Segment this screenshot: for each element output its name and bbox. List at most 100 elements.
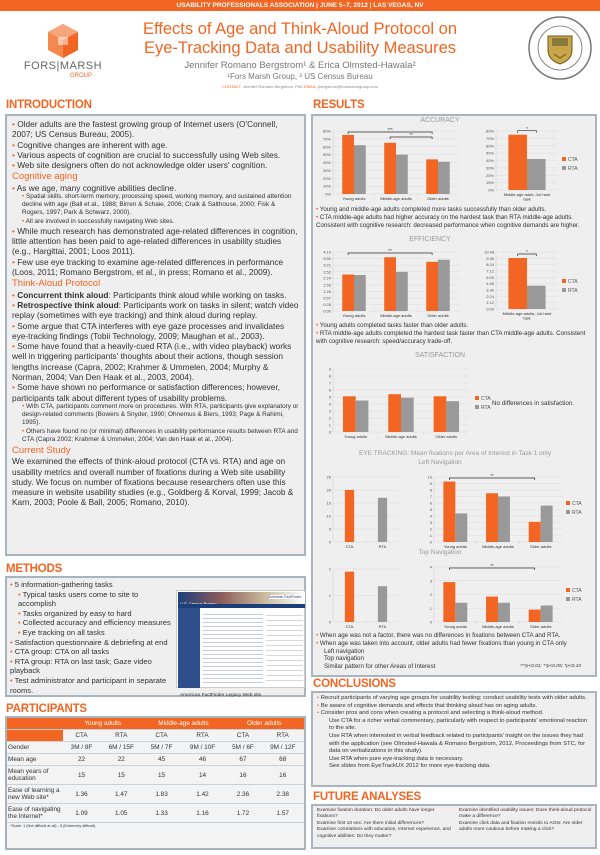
- cognitive-aging-heading: Cognitive aging: [12, 171, 78, 183]
- x-category-label: RTA: [379, 544, 387, 549]
- legend-item: CTA: [566, 587, 582, 596]
- conclusion-sub-item: Use CTA for a richer verbal commentary, …: [329, 717, 588, 732]
- site-right-column: [266, 611, 303, 685]
- legend-label: RTA: [568, 288, 578, 294]
- y-tick-label: 5: [329, 527, 332, 532]
- y-tick-label: 3: [430, 520, 433, 525]
- email[interactable]: jbergstrom@forsmarshgroup.com: [318, 84, 378, 89]
- y-tick-label: 2:52: [323, 269, 332, 274]
- row-label: Ease of learning a new Web site*: [7, 784, 63, 804]
- significance-bracket: [389, 136, 433, 139]
- result-note: When age was taken into account, older a…: [316, 640, 594, 648]
- census-seal: [528, 16, 593, 81]
- bar-cta: [528, 521, 541, 542]
- y-tick-label: 10%: [486, 180, 494, 185]
- y-tick-label: 15: [327, 501, 332, 506]
- y-tick-label: 8: [329, 374, 332, 379]
- eye-tracking-notes: When age was not a factor, there was no …: [316, 632, 594, 671]
- future-left-column: Examine fixation duration: Do older adul…: [317, 808, 453, 840]
- significance-bracket: [517, 130, 537, 133]
- y-tick-label: 3:21: [323, 263, 332, 268]
- conclusion-sub-item: See slides from EyeTrackUX 2012 for more…: [329, 763, 491, 770]
- y-tick-label: 40%: [323, 160, 331, 165]
- bar-cta: [388, 394, 401, 432]
- x-category-label: RTA: [379, 624, 387, 629]
- result-sub-note: Left navigation: [324, 647, 365, 655]
- y-tick-label: 7: [329, 381, 332, 386]
- accuracy-title: ACCURACY: [420, 117, 460, 124]
- contact-label: CONTACT:: [222, 84, 242, 89]
- table-cell: 1.33: [142, 803, 181, 823]
- y-tick-label: 7: [430, 494, 433, 499]
- method-item: Satisfaction questionnaire & debriefing …: [10, 638, 178, 648]
- bar-rta: [498, 496, 510, 542]
- results-heading: RESULTS: [313, 99, 365, 111]
- y-tick-label: 2:24: [323, 276, 332, 281]
- row-label: Gender: [7, 741, 63, 754]
- result-sub-note: Top navigation: [324, 655, 364, 663]
- table-cell: 1.57: [261, 803, 304, 823]
- bar-rta: [527, 285, 546, 309]
- efficiency-title: EFFICIENCY: [409, 236, 451, 243]
- bar-rta: [354, 275, 366, 311]
- table-cell: 1.36: [63, 784, 100, 804]
- title-line-1: Effects of Age and Think-Aloud Protocol …: [142, 20, 457, 38]
- y-tick-label: 0%: [325, 192, 331, 197]
- y-tick-label: 60%: [486, 143, 494, 148]
- result-sub-note: Similar pattern for other Areas of Inter…: [324, 663, 436, 671]
- y-tick-label: 5: [329, 395, 332, 400]
- table-cell: 1.47: [99, 784, 143, 804]
- table-cell: 16: [261, 765, 304, 785]
- bar-rta: [540, 605, 553, 622]
- significance-label: ***: [387, 127, 393, 132]
- bar-rta: [377, 586, 388, 622]
- legend-swatch: [566, 501, 570, 505]
- site-title: U.S. Census Bureau: [178, 601, 216, 606]
- participants-table: Young adults Middle-age adults Older adult…: [7, 718, 304, 823]
- intro-bullet: Some have shown no performance or satisf…: [12, 382, 299, 403]
- participants-box: Young adults Middle-age adults Older adult…: [5, 716, 306, 850]
- bar-cta: [528, 609, 541, 622]
- y-tick-label: 3: [329, 409, 332, 414]
- conference-banner: USABILITY PROFESSIONALS ASSOCIATION | JU…: [0, 0, 600, 11]
- corner-cell: [7, 718, 63, 730]
- future-item: Examine correlations with education, Int…: [317, 827, 451, 839]
- y-tick-label: 8: [430, 488, 433, 493]
- legend-item: RTA: [562, 287, 578, 296]
- x-category-label: Older adults: [530, 624, 552, 629]
- bar-cta: [342, 134, 354, 194]
- x-category-label: Young adults: [444, 624, 467, 629]
- method-item: RTA group: RTA on last task; Gaze video …: [10, 657, 178, 676]
- table-cell: 22: [63, 753, 100, 766]
- bar-cta: [342, 274, 354, 311]
- bar-rta: [455, 602, 468, 622]
- conclusions-heading: CONCLUSIONS: [313, 678, 396, 690]
- bar-rta: [455, 513, 468, 542]
- legend-label: CTA: [568, 157, 578, 163]
- intro-bullet: Few use eye tracking to examine age-rela…: [12, 257, 299, 278]
- y-tick-label: 10: [327, 514, 332, 519]
- significance-bracket: [449, 567, 536, 570]
- significance-note: ***p<0.01; **p<0.05; *p<0.10: [520, 664, 581, 669]
- seal-icon: [528, 16, 592, 80]
- future-item: Examine identified usability issues: Doe…: [459, 808, 592, 820]
- y-tick-label: 4: [430, 514, 433, 519]
- y-tick-label: 0:28: [323, 302, 332, 307]
- y-tick-label: 4:19: [323, 250, 332, 255]
- y-tick-label: 0: [329, 620, 332, 625]
- method-sub-item: Collected accuracy and efficiency measur…: [10, 618, 178, 628]
- y-tick-label: 20%: [323, 176, 331, 181]
- significance-bracket: [449, 477, 536, 480]
- bar-cta: [342, 396, 356, 432]
- table-footnote: *Scale: 1 (Not difficult at all) - 5 (Ex…: [10, 824, 97, 828]
- significance-label: **: [490, 473, 494, 478]
- left-nav-title: Left Navigation: [418, 459, 462, 466]
- bar-rta: [355, 400, 369, 432]
- y-tick-label: 10:48: [484, 250, 495, 255]
- legend-swatch: [562, 157, 566, 161]
- bar-cta: [486, 493, 498, 542]
- conclusion-sub-item: Use RTA when pure eye-tracking data is n…: [329, 755, 464, 762]
- table-cell: 9M / 10F: [180, 741, 225, 754]
- table-cell: 6M / 15F: [99, 741, 143, 754]
- y-tick-label: 40%: [486, 158, 494, 163]
